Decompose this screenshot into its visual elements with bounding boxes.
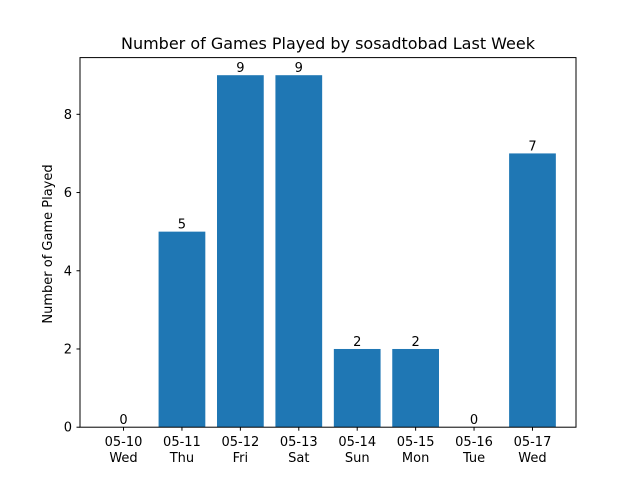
data-label-05-13: 9 [295, 61, 303, 76]
data-label-05-15: 2 [411, 335, 419, 350]
plot-frame [79, 57, 577, 428]
x-tick-label-05-17: 05-17 Wed [514, 435, 552, 466]
x-tick-label-05-15: 05-15 Mon [397, 435, 435, 466]
data-label-05-11: 5 [178, 218, 186, 233]
x-tick-label-05-10: 05-10 Wed [105, 435, 143, 466]
bar-05-13 [275, 75, 323, 428]
x-tick-label-05-12: 05-12 Fri [221, 435, 259, 466]
x-tick-label-05-16: 05-16 Tue [455, 435, 493, 466]
data-label-05-12: 9 [236, 61, 244, 76]
y-axis: 0 2 4 6 8 [64, 108, 80, 436]
y-tick-label-6: 6 [64, 186, 72, 201]
bar-05-17 [509, 153, 556, 428]
data-label-05-14: 2 [353, 335, 361, 350]
bar-05-11 [158, 231, 206, 428]
bar-05-15 [392, 348, 439, 428]
y-tick-label-2: 2 [64, 342, 72, 357]
bar-05-12 [217, 75, 264, 428]
x-tick-label-05-11: 05-11 Thu [163, 435, 201, 466]
data-labels-group: 0 5 9 9 2 2 0 7 [119, 61, 536, 428]
y-tick-label-8: 8 [64, 108, 72, 123]
bars-group [158, 75, 556, 428]
data-label-05-10: 0 [119, 413, 127, 428]
x-axis: 05-10 Wed 05-11 Thu 05-12 Fri 05-13 Sat 05-14 Sun… [105, 427, 552, 466]
data-label-05-17: 7 [528, 139, 536, 154]
data-label-05-16: 0 [470, 413, 478, 428]
bar-05-14 [333, 348, 381, 428]
y-tick-label-4: 4 [64, 264, 72, 279]
x-tick-label-05-14: 05-14 Sun [338, 435, 376, 466]
y-axis-label: Number of Game Played [41, 164, 56, 323]
chart-title: Number of Games Played by sosadtobad Las… [121, 34, 536, 53]
y-tick-label-0: 0 [64, 421, 72, 436]
x-tick-label-05-13: 05-13 Sat [280, 435, 318, 466]
